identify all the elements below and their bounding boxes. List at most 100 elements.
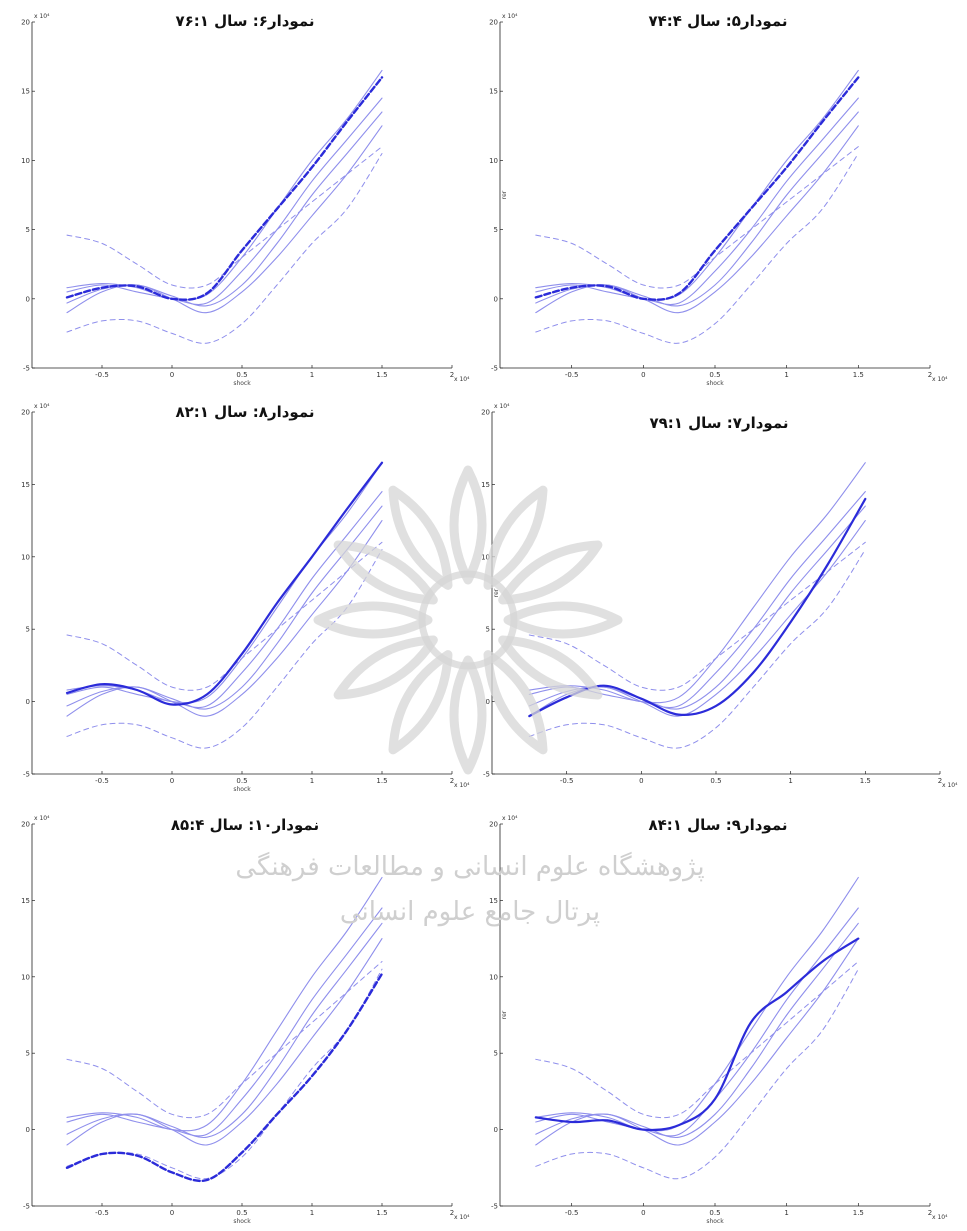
y-tick-label: 15	[21, 88, 30, 96]
x-tick-label: 0.5	[236, 371, 247, 379]
x-tick-label: 0	[641, 1209, 645, 1217]
y-tick-label: 20	[21, 19, 30, 27]
x-tick-label: 1.5	[860, 777, 871, 785]
series-line-3	[66, 520, 383, 717]
series-line-6	[535, 111, 859, 307]
y-tick-label: 20	[481, 409, 490, 417]
y-tick-label: 15	[489, 88, 498, 96]
series-line-2	[66, 968, 383, 1180]
y-tick-label: 0	[26, 698, 30, 706]
chart-svg: -0.5 0 0.5 1 1.5 2 -5 0 5 10 15 20 x 10⁴ x 10⁴ rer	[481, 403, 958, 789]
y-tick-label: 20	[21, 821, 30, 829]
y-exponent-label: x 10⁴	[502, 815, 518, 822]
y-tick-label: -5	[23, 771, 30, 779]
series-line-3	[66, 938, 383, 1146]
x-tick-label: 0	[170, 371, 174, 379]
y-tick-label: 5	[26, 226, 30, 234]
series-line-6	[66, 111, 383, 307]
series-line-2	[528, 549, 866, 749]
chart-title: نمودار۹: سال ۸۴:۱	[648, 816, 788, 834]
series-line-1	[535, 961, 859, 1119]
x-tick-label: 0	[170, 1209, 174, 1217]
series-line-6	[528, 505, 866, 710]
chart-title: نمودار۶: سال ۷۶:۱	[175, 12, 315, 30]
x-exponent-label: x 10⁴	[942, 782, 958, 789]
series-line-5	[535, 876, 859, 1132]
x-exponent-label: x 10⁴	[932, 376, 948, 383]
series-line-7	[65, 972, 384, 1182]
y-tick-label: 5	[494, 1050, 498, 1058]
x-tick-label: 1	[784, 1209, 788, 1217]
y-tick-label: 20	[489, 821, 498, 829]
x-tick-label: 1.5	[853, 1209, 864, 1217]
chart-panel-9: نمودار۹: سال ۸۴:۱ -0.5 0 0.5 1 1.5 2 -5 0 5 10 15 2…	[488, 810, 948, 1228]
series-line-1	[66, 961, 383, 1119]
x-tick-label: 1	[310, 1209, 314, 1217]
y-exponent-label: x 10⁴	[34, 815, 50, 822]
series-line-2	[535, 153, 859, 344]
y-tick-label: 5	[26, 626, 30, 634]
y-tick-label: 10	[489, 973, 498, 981]
x-tick-label: -0.5	[95, 777, 109, 785]
series-line-4	[66, 491, 383, 709]
y-tick-label: 0	[486, 698, 490, 706]
chart-title: نمودار۸: سال ۸۲:۱	[175, 403, 315, 421]
x-tick-label: -0.5	[95, 371, 109, 379]
series-line-4	[66, 97, 383, 306]
y-tick-label: 10	[489, 157, 498, 165]
x-tick-label: 1.5	[376, 777, 387, 785]
x-tick-label: 1.5	[376, 371, 387, 379]
series-line-7	[528, 497, 867, 718]
series-line-4	[535, 907, 859, 1137]
series-line-4	[66, 907, 383, 1137]
x-tick-label: -0.5	[95, 1209, 109, 1217]
series-line-5	[535, 69, 859, 301]
chart-svg: -0.5 0 0.5 1 1.5 2 -5 0 5 10 15 20 x 10⁴ x 10⁴ shock	[21, 815, 470, 1225]
x-exponent-label: x 10⁴	[932, 1214, 948, 1221]
x-tick-label: -0.5	[565, 1209, 579, 1217]
chart-svg: -0.5 0 0.5 1 1.5 2 -5 0 5 10 15 20 x 10⁴ x 10⁴ shock	[21, 13, 470, 387]
series-line-4	[535, 97, 859, 306]
y-tick-label: 5	[26, 1050, 30, 1058]
x-exponent-label: x 10⁴	[454, 376, 470, 383]
y-tick-label: 5	[486, 626, 490, 634]
series-line-1	[528, 541, 866, 691]
y-tick-label: 10	[481, 553, 490, 561]
x-axis-label: shock	[233, 380, 251, 387]
series-line-2	[66, 549, 383, 749]
y-tick-label: -5	[491, 365, 498, 373]
series-line-4	[528, 491, 866, 709]
y-tick-label: -5	[23, 1203, 30, 1211]
series-line-6	[535, 922, 859, 1139]
chart-svg: -0.5 0 0.5 1 1.5 2 -5 0 5 10 15 20 x 10⁴ x 10⁴ shock re…	[489, 815, 948, 1225]
series-line-5	[66, 876, 383, 1132]
x-tick-label: 1	[310, 371, 314, 379]
x-tick-label: -0.5	[565, 371, 579, 379]
y-tick-label: 10	[21, 157, 30, 165]
x-exponent-label: x 10⁴	[454, 782, 470, 789]
y-tick-label: 0	[494, 1126, 498, 1134]
series-line-7	[65, 461, 384, 706]
x-tick-label: 0	[641, 371, 645, 379]
x-tick-label: 2	[938, 777, 942, 785]
series-line-7	[534, 76, 860, 301]
chart-panel-8: نمودار۸: سال ۸۲:۱ -0.5 0 0.5 1 1.5 2 -5 0 5 10 15 2…	[20, 398, 470, 796]
y-tick-label: 15	[21, 481, 30, 489]
x-tick-label: 0.5	[709, 1209, 720, 1217]
y-exponent-label: x 10⁴	[502, 13, 518, 20]
x-tick-label: 0	[170, 777, 174, 785]
chart-panel-10: نمودار۱۰: سال ۸۵:۴ -0.5 0 0.5 1 1.5 2 -5 0 5 10 15…	[20, 810, 470, 1228]
x-axis-label: shock	[706, 1218, 724, 1225]
y-tick-label: 15	[489, 897, 498, 905]
x-tick-label: 1	[784, 371, 788, 379]
x-tick-label: 2	[450, 371, 454, 379]
chart-svg: -0.5 0 0.5 1 1.5 2 -5 0 5 10 15 20 x 10⁴ x 10⁴ shock	[21, 403, 470, 793]
chart-panel-7: نمودار۷: سال ۷۹:۱ -0.5 0 0.5 1 1.5 2 -5 0 5 10 15 2…	[480, 398, 958, 796]
y-tick-label: -5	[23, 365, 30, 373]
chart-title: نمودار۷: سال ۷۹:۱	[649, 414, 789, 432]
x-tick-label: 2	[928, 371, 932, 379]
y-tick-label: 10	[21, 553, 30, 561]
x-exponent-label: x 10⁴	[454, 1214, 470, 1221]
x-tick-label: 1	[788, 777, 792, 785]
series-line-5	[66, 69, 383, 301]
